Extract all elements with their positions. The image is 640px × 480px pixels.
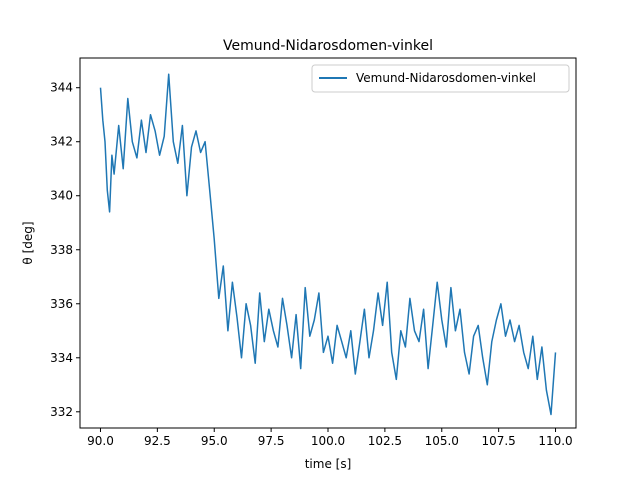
x-tick-label: 97.5 <box>258 434 285 448</box>
chart-title: Vemund-Nidarosdomen-vinkel <box>223 38 433 54</box>
plot-frame <box>80 58 576 428</box>
y-tick-label: 344 <box>50 81 73 95</box>
legend-label: Vemund-Nidarosdomen-vinkel <box>356 71 536 85</box>
y-tick-label: 342 <box>50 135 73 149</box>
x-tick-label: 107.5 <box>481 434 515 448</box>
y-axis-label: θ [deg] <box>21 221 35 264</box>
x-axis-label: time [s] <box>305 457 352 471</box>
y-tick-label: 340 <box>50 189 73 203</box>
legend: Vemund-Nidarosdomen-vinkel <box>311 64 570 93</box>
series-layer <box>99 73 557 416</box>
y-axis-ticks: 332 334 336 338 340 342 344 <box>50 81 80 419</box>
legend-box <box>311 64 570 93</box>
x-tick-label: 102.5 <box>368 434 402 448</box>
x-tick-label: 110.0 <box>538 434 572 448</box>
y-tick-label: 332 <box>50 405 73 419</box>
y-tick-label: 334 <box>50 351 73 365</box>
plot-area <box>79 57 577 429</box>
x-tick-label: 100.0 <box>311 434 345 448</box>
y-tick-label: 338 <box>50 243 73 257</box>
x-tick-label: 90.0 <box>87 434 114 448</box>
y-tick-label: 336 <box>50 297 73 311</box>
x-tick-label: 105.0 <box>425 434 459 448</box>
x-tick-label: 92.5 <box>144 434 171 448</box>
x-axis-ticks: 90.0 92.5 95.0 97.5 100.0 102.5 105.0 107.5 110.… <box>87 428 573 448</box>
x-tick-label: 95.0 <box>201 434 228 448</box>
series-line <box>99 73 557 416</box>
